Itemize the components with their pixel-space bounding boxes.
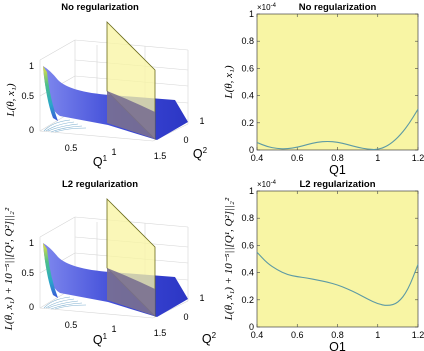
y-exponent: ×10-4 [257,180,277,189]
x-tick-label: 0.8 [331,153,344,163]
x-tick-label: 0.8 [331,330,344,340]
surface-wall [43,243,58,298]
y-tick-label: 0.2 [241,118,254,128]
y-tick-label: 0 [249,322,254,332]
y-tick-label: 1 [249,186,254,196]
z-tick: 0.5 [21,91,34,101]
y-tick-label: 0.8 [241,213,254,223]
y-tick: 0 [183,135,188,145]
floor-contours [43,119,87,133]
z-tick: 0 [29,125,34,135]
x-tick: 1.5 [154,151,167,161]
y-axis-label: Q2 [193,146,208,161]
y-tick-label: 0 [249,145,254,155]
x-tick: 0.5 [65,320,78,330]
x-tick-label: 1 [375,330,380,340]
y-tick: 1 [199,293,204,303]
x-tick-label: 0.6 [291,153,304,163]
panel-surface-l2: L2 regularization 1 0.5 [3,179,217,347]
y-tick: 0 [183,312,188,322]
plot-area [256,190,419,328]
panel-line-no-reg: 0 0.2 0.4 0.6 0.8 1 0.4 0.6 0.8 1 1.2 No regulariza… [223,2,424,177]
panel-line-l2: 0 0.2 0.4 0.6 0.8 1 0.4 0.6 0.8 1 1.2 L2 regulariza… [223,179,424,351]
floor-contours [43,296,87,310]
x-tick: 1.5 [154,328,167,338]
slice-overlap [107,91,155,139]
chart-title: No regularization [61,2,139,13]
series-line-0 [256,108,419,151]
chart-title: L2 regularization [62,179,138,190]
x-tick-label: 0.6 [291,330,304,340]
z-tick: 0.5 [21,268,34,278]
x-axis-label: Q1 [93,154,108,169]
z-axis-label: L(θ, x₁) [5,83,17,117]
y-axis-label: L(θ, x₁) + 10⁻⁵||[Q¹, Q²]||₂² [223,197,235,321]
chart-title: L2 regularization [299,179,375,190]
y-tick-label: 1 [249,9,254,19]
x-tick-label: 1.2 [412,330,424,340]
z-axis-label: L(θ, x₁) + 10⁻⁵||[Q¹, Q²]||₂² [3,207,15,331]
x-tick-label: 0.4 [251,153,264,163]
z-tick: 0 [29,302,34,312]
y-tick: 1 [199,116,204,126]
x-tick: 1 [111,324,116,334]
y-tick-label: 0.6 [241,63,254,73]
y-tick-label: 0.8 [241,36,254,46]
y-axis-label: Q2 [202,331,217,346]
y-axis-label: L(θ, x₁) [223,65,235,99]
x-axis-label: Q1 [329,163,346,177]
y-tick-label: 0.6 [241,240,254,250]
y-tick-label: 0.4 [241,268,254,278]
plot-area [256,13,419,151]
slice-overlap [107,268,155,316]
x-tick-label: 1 [375,153,380,163]
x-tick-label: 0.4 [251,330,264,340]
x-tick-label: 1.2 [412,153,424,163]
y-exponent: ×10-4 [257,3,277,12]
series-line-0 [256,251,419,306]
y-tick-label: 0.4 [241,91,254,101]
panel-surface-no-reg: No regularization [5,2,208,169]
x-axis-label: Q1 [329,340,346,351]
y-tick-label: 0.2 [241,295,254,305]
x-tick: 1 [111,147,116,157]
surface-wall [43,66,58,121]
z-tick: 1 [29,61,34,71]
chart-title: No regularization [299,2,377,13]
x-axis-label: Q1 [93,332,108,347]
x-tick: 0.5 [65,143,78,153]
z-tick: 1 [29,238,34,248]
